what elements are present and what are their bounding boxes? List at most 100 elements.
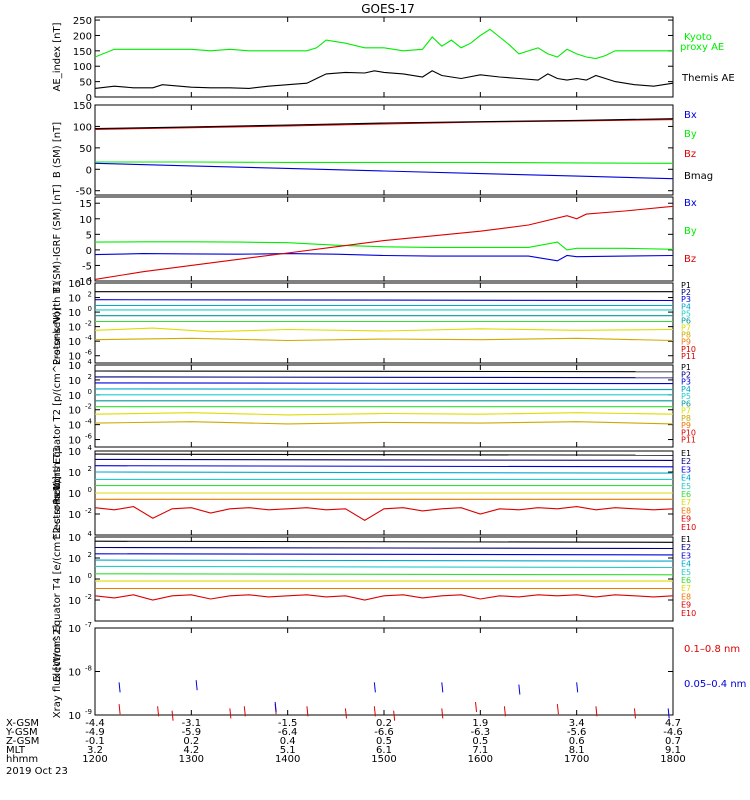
ephem-value: 0.2 [183,736,199,747]
series-line-e2 [94,458,674,461]
y-tick-exponent: 2 [88,291,92,299]
y-tick-label: 0 [86,165,92,176]
point [576,682,579,693]
legends-group: Kyoto proxy AE Themis AE Bx By Bz Bmag B… [680,32,735,265]
y-axis-label: B (SM)-IGRF (SM) [nT] [52,184,63,293]
point [344,708,347,719]
point [393,710,396,721]
legend-entry: E4 [681,560,691,569]
ephem-value: 1400 [275,754,300,765]
ephem-value: 6.1 [376,745,392,756]
point [118,682,121,693]
point [441,708,444,719]
series-line-p8 [94,412,674,416]
panel-frame [94,104,674,196]
legend-entry: P10 [681,345,696,354]
ephem-value: 0.4 [280,736,296,747]
y-tick-label: 200 [73,31,92,42]
y-tick-label: 10 [79,215,92,226]
series-line-p3 [94,299,674,302]
y-tick-exponent: -4 [85,418,93,426]
legend-entry: P1 [681,363,691,372]
legend-db-by: By [684,226,697,237]
series-line-bz [94,119,674,130]
ephem-value: -6.3 [471,727,491,738]
figure-title: GOES-17 [361,2,415,16]
series-line-e3 [94,465,674,468]
series-line-bx [94,253,674,262]
legend-entry: E6 [681,490,691,499]
y-tick-label: 10 [68,489,81,500]
ephem-value: 0.7 [665,736,681,747]
point [441,682,444,693]
legend-entry: E9 [681,601,691,610]
ephem-value: 1600 [468,754,493,765]
ephem-row-label: Z-GSM [6,736,39,747]
legend-entry: P5 [681,309,691,318]
series-line-bx [94,162,674,180]
y-tick-exponent: 0 [88,305,92,313]
y-tick-label: 10 [68,421,81,432]
legend-b-bz: Bz [684,149,696,160]
y-tick-exponent: 4 [88,530,93,538]
y-tick-label: 10 [68,361,81,372]
ephem-value: 1.9 [472,718,488,729]
series-line-p8 [94,327,674,333]
legend-b-bmag: Bmag [684,171,713,182]
series-line-themis-ae [94,70,674,89]
point [556,704,559,715]
legend-b-by: By [684,129,697,140]
legend-entry: P10 [681,428,696,437]
ephem-value: 1300 [179,754,204,765]
legend-kyoto-line2: proxy AE [680,42,724,53]
point [274,701,277,712]
series-line-e6 [94,573,674,576]
y-tick-exponent: 4 [88,444,93,452]
legend-entry: E10 [681,523,696,532]
legend-b-bx: Bx [684,110,697,121]
point [229,708,232,719]
ephem-value: 9.1 [665,745,681,756]
legend-themis-ae: Themis AE [681,73,735,84]
y-tick-exponent: 4 [88,276,93,284]
legend-entry: P11 [681,436,696,445]
legend-entry: P2 [681,288,691,297]
y-tick-label: 10 [68,510,81,521]
y-tick-exponent: -2 [85,403,92,411]
ephem-value: 1700 [564,754,589,765]
y-tick-label: 10 [68,596,81,607]
ephem-value: -4.4 [85,718,105,729]
y-tick-label: 50 [79,144,92,155]
y-tick-label: 10 [68,391,81,402]
y-tick-exponent: 2 [88,373,92,381]
y-tick-label: 15 [79,199,92,210]
y-tick-label: 10 [68,468,81,479]
legend-kyoto-line1: Kyoto [684,32,712,43]
legend-entry: E8 [681,506,691,515]
point [306,706,309,717]
point [595,706,598,717]
series-line-p4 [94,388,674,391]
y-tick-exponent: -6 [85,349,93,357]
series-line-e9 [94,594,674,601]
point [171,710,174,721]
series-line-e9 [94,506,674,521]
y-tick-label: 10 [68,279,81,290]
ephem-value: 3.2 [87,745,103,756]
ephem-value: -6.4 [278,727,298,738]
y-tick-exponent: 0 [88,486,92,494]
y-tick-exponent: -6 [85,433,93,441]
legend-entry: P7 [681,407,691,416]
legend-entry: P8 [681,414,691,423]
point [243,706,246,717]
y-tick-label: 10 [68,533,81,544]
y-tick-label: 150 [73,47,92,58]
y-tick-label: 10 [68,352,81,363]
legend-entry: P4 [681,385,691,394]
ephem-value: 1800 [660,754,685,765]
panel-2: -50 0 50 100 150 B (SM) [nT] [52,101,674,198]
legend-db-bz: Bz [684,254,696,265]
